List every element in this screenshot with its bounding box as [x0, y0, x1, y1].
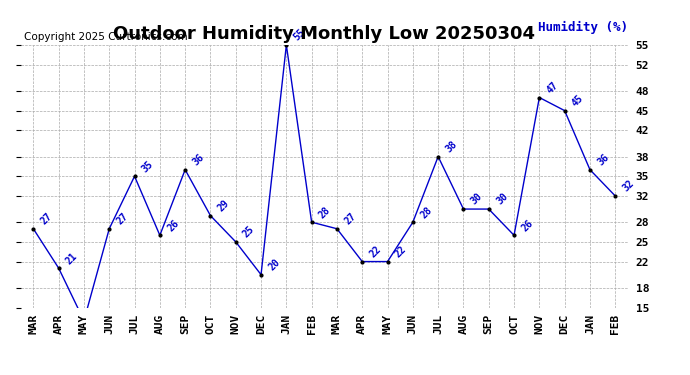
Text: 20: 20 — [266, 257, 282, 273]
Text: 27: 27 — [39, 211, 55, 226]
Text: 26: 26 — [166, 218, 181, 233]
Text: 28: 28 — [418, 205, 434, 220]
Text: 47: 47 — [545, 80, 560, 95]
Text: 30: 30 — [469, 192, 484, 207]
Text: Humidity (%): Humidity (%) — [538, 21, 628, 34]
Text: 27: 27 — [115, 211, 130, 226]
Text: 45: 45 — [570, 93, 586, 108]
Text: 38: 38 — [444, 139, 459, 154]
Text: 36: 36 — [190, 152, 206, 168]
Text: 36: 36 — [595, 152, 611, 168]
Text: 21: 21 — [64, 251, 79, 266]
Text: 27: 27 — [342, 211, 358, 226]
Text: 55: 55 — [292, 27, 307, 43]
Text: 22: 22 — [393, 244, 408, 260]
Text: Copyright 2025 Curtronics.com: Copyright 2025 Curtronics.com — [23, 32, 188, 42]
Text: 25: 25 — [241, 224, 257, 240]
Text: 22: 22 — [368, 244, 383, 260]
Title: Outdoor Humidity Monthly Low 20250304: Outdoor Humidity Monthly Low 20250304 — [113, 26, 535, 44]
Text: 28: 28 — [317, 205, 333, 220]
Text: 26: 26 — [520, 218, 535, 233]
Text: 35: 35 — [140, 159, 155, 174]
Text: 30: 30 — [494, 192, 510, 207]
Text: 13: 13 — [0, 374, 1, 375]
Text: 32: 32 — [621, 178, 636, 194]
Text: 29: 29 — [216, 198, 231, 213]
